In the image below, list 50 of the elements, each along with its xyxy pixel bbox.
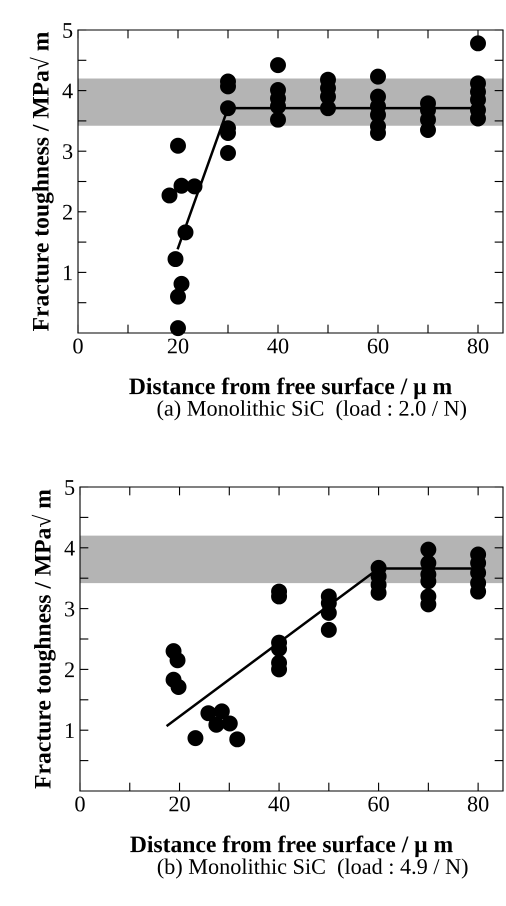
point — [174, 178, 190, 194]
point — [162, 187, 178, 204]
y-tick-label: 2 — [63, 204, 72, 220]
y-tick-label: 4 — [62, 84, 73, 98]
x-tick-label: 0 — [73, 338, 83, 354]
point — [170, 652, 186, 668]
point — [222, 716, 238, 732]
x-tick-label: 0 — [75, 796, 85, 812]
point — [229, 731, 246, 748]
point — [220, 100, 236, 116]
y-tick-label: 1 — [64, 265, 72, 280]
x-tick-label: 20 — [168, 338, 188, 354]
y-tick-label: 3 — [63, 144, 72, 160]
text: (a) Monolithic SiC (load : 2.0 / N) — [157, 400, 466, 420]
x-tick-label: 40 — [267, 338, 288, 354]
point — [170, 138, 186, 154]
y-tick-label: 5 — [63, 23, 72, 38]
y-tick-label: 4 — [64, 540, 75, 556]
point — [320, 622, 337, 638]
point — [370, 68, 386, 85]
point — [470, 35, 486, 52]
x-tick-label: 40 — [268, 796, 290, 812]
point — [220, 145, 236, 161]
point — [270, 57, 286, 74]
point — [214, 703, 230, 720]
point — [168, 251, 184, 268]
y-tick-label: 3 — [65, 602, 74, 617]
y-axis-title: Fracture toughness / MPa√ m — [32, 490, 56, 788]
point — [270, 112, 286, 128]
y-tick-label: 2 — [65, 662, 74, 678]
y-tick-label: 5 — [65, 480, 74, 495]
x-axis-title: Distance from free surface / μ m — [129, 377, 452, 400]
y-axis-title: Fracture toughness / MPa√ m — [30, 32, 54, 331]
x-axis-title: Distance from free surface / μ m — [130, 835, 453, 858]
point — [170, 320, 186, 336]
point — [187, 730, 204, 746]
x-tick-label: 20 — [169, 796, 190, 812]
x-tick-label: 80 — [468, 338, 488, 354]
x-tick-label: 60 — [368, 338, 388, 354]
text: (b) Monolithic SiC (load : 4.9 / N) — [158, 858, 468, 879]
point — [170, 679, 187, 696]
point — [178, 224, 194, 240]
point — [420, 542, 436, 558]
x-tick-label: 80 — [468, 796, 488, 812]
point — [208, 716, 224, 733]
x-tick-label: 60 — [368, 796, 389, 812]
y-tick-label: 1 — [66, 723, 74, 738]
point — [186, 178, 202, 194]
point — [174, 276, 190, 292]
point — [170, 288, 186, 305]
